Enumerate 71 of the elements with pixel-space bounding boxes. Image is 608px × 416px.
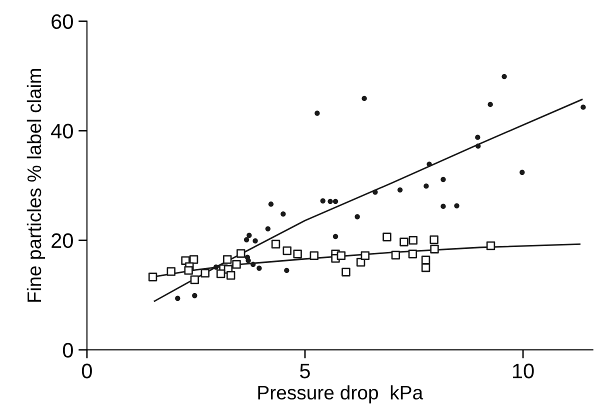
point xyxy=(454,203,460,208)
line-series xyxy=(154,98,583,302)
point xyxy=(486,241,496,250)
point xyxy=(189,255,198,264)
point xyxy=(314,110,320,116)
point xyxy=(271,240,280,249)
point xyxy=(282,246,292,256)
point xyxy=(148,272,158,282)
y-tick-label: 0 xyxy=(62,342,73,358)
point xyxy=(256,266,262,271)
point xyxy=(421,256,430,264)
point xyxy=(310,251,319,260)
point xyxy=(382,232,392,242)
point xyxy=(421,263,430,272)
point xyxy=(342,268,350,276)
point xyxy=(475,134,480,140)
point xyxy=(216,269,226,278)
point xyxy=(320,198,326,204)
point xyxy=(488,102,493,108)
point xyxy=(244,237,250,242)
point xyxy=(430,244,439,254)
point xyxy=(502,74,507,80)
point xyxy=(175,296,180,301)
point xyxy=(400,238,408,246)
point xyxy=(332,198,338,204)
y-axis-title: Fine particles % label claim xyxy=(26,69,46,302)
point xyxy=(424,183,429,189)
point xyxy=(328,198,333,204)
point xyxy=(192,293,198,298)
x-tick-label: 5 xyxy=(300,364,310,378)
point xyxy=(372,190,378,195)
point xyxy=(293,250,302,258)
point xyxy=(236,249,246,258)
point xyxy=(580,104,586,110)
point xyxy=(265,226,271,232)
point xyxy=(360,251,370,260)
x-axis-title: Pressure drop kPa xyxy=(258,385,424,404)
point xyxy=(222,255,232,264)
point xyxy=(408,250,418,258)
point xyxy=(268,202,274,207)
point xyxy=(190,275,200,284)
point xyxy=(430,235,438,244)
point xyxy=(391,250,400,260)
point xyxy=(332,234,338,240)
x-tick-label: 0 xyxy=(82,364,92,378)
y-tick-label: 40 xyxy=(51,124,73,139)
point xyxy=(213,264,219,270)
point xyxy=(426,162,432,167)
point xyxy=(246,232,252,238)
point xyxy=(280,211,286,217)
point xyxy=(336,251,346,260)
point xyxy=(408,236,418,245)
point xyxy=(166,267,176,276)
point xyxy=(440,204,446,209)
point xyxy=(226,270,236,280)
y-tick-label: 60 xyxy=(52,14,73,29)
point xyxy=(246,258,251,264)
point xyxy=(184,266,193,275)
point xyxy=(397,187,403,193)
point xyxy=(354,214,360,220)
point xyxy=(250,262,256,268)
point xyxy=(476,144,481,149)
y-tick-label: 20 xyxy=(52,233,73,248)
point xyxy=(200,268,210,278)
point xyxy=(284,268,290,274)
x-tick-label: 10 xyxy=(513,364,534,378)
point xyxy=(252,238,258,244)
point xyxy=(362,96,367,102)
point xyxy=(520,170,525,175)
point xyxy=(232,260,241,269)
point xyxy=(440,176,446,182)
